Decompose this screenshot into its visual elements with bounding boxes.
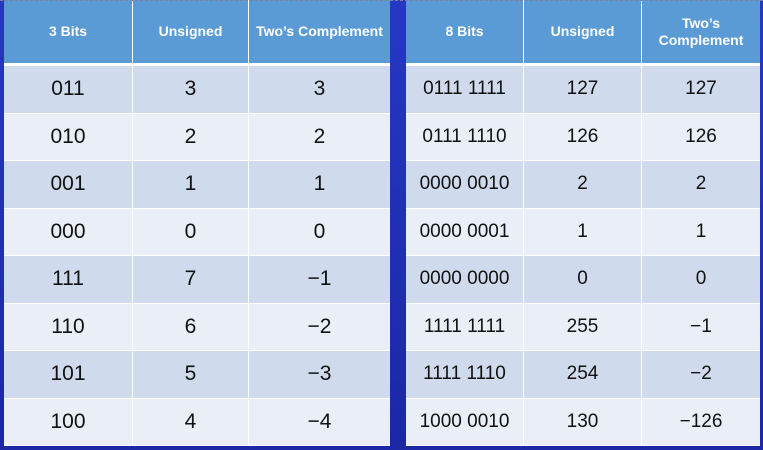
bits-cell: 111: [4, 256, 133, 304]
bits-cell: 1111 1111: [406, 303, 524, 351]
bits-cell: 000: [4, 208, 133, 256]
table-header-row: 8 Bits Unsigned Two’s Complement: [406, 0, 760, 66]
selection-border: [0, 0, 763, 1]
table-row: 000 0 0: [4, 208, 390, 256]
eight-bit-table: 8 Bits Unsigned Two’s Complement 0111 11…: [406, 0, 760, 446]
unsigned-cell: 4: [133, 398, 249, 446]
bits-cell: 0111 1110: [406, 113, 524, 161]
twos-complement-cell: 0: [642, 256, 760, 304]
bits-cell: 0000 0000: [406, 256, 524, 304]
twos-complement-cell: −2: [642, 351, 760, 399]
unsigned-cell: 0: [524, 256, 642, 304]
twos-complement-cell: −2: [249, 303, 390, 351]
twos-complement-cell: 1: [642, 208, 760, 256]
table-row: 001 1 1: [4, 161, 390, 209]
unsigned-cell: 254: [524, 351, 642, 399]
table-row: 110 6 −2: [4, 303, 390, 351]
header-bits: 3 Bits: [4, 0, 133, 66]
table-row: 0000 0000 0 0: [406, 256, 760, 304]
bits-cell: 0111 1111: [406, 66, 524, 114]
unsigned-cell: 130: [524, 398, 642, 446]
table-row: 111 7 −1: [4, 256, 390, 304]
bits-cell: 101: [4, 351, 133, 399]
unsigned-cell: 1: [133, 161, 249, 209]
twos-complement-cell: −3: [249, 351, 390, 399]
unsigned-cell: 2: [133, 113, 249, 161]
header-twos-complement: Two’s Complement: [249, 0, 390, 66]
unsigned-cell: 6: [133, 303, 249, 351]
unsigned-cell: 5: [133, 351, 249, 399]
bits-cell: 001: [4, 161, 133, 209]
header-twos-complement: Two’s Complement: [642, 0, 760, 66]
table-row: 1111 1110 254 −2: [406, 351, 760, 399]
twos-complement-cell: 3: [249, 66, 390, 114]
bits-cell: 0000 0001: [406, 208, 524, 256]
twos-complement-cell: −1: [642, 303, 760, 351]
bits-cell: 110: [4, 303, 133, 351]
unsigned-cell: 7: [133, 256, 249, 304]
table-row: 010 2 2: [4, 113, 390, 161]
unsigned-cell: 127: [524, 66, 642, 114]
unsigned-cell: 3: [133, 66, 249, 114]
table-row: 1000 0010 130 −126: [406, 398, 760, 446]
twos-complement-cell: 1: [249, 161, 390, 209]
bits-cell: 011: [4, 66, 133, 114]
twos-complement-cell: −1: [249, 256, 390, 304]
table-header-row: 3 Bits Unsigned Two’s Complement: [4, 0, 390, 66]
table-row: 0000 0010 2 2: [406, 161, 760, 209]
bits-cell: 1000 0010: [406, 398, 524, 446]
unsigned-cell: 255: [524, 303, 642, 351]
unsigned-cell: 0: [133, 208, 249, 256]
table-row: 0000 0001 1 1: [406, 208, 760, 256]
twos-complement-cell: 2: [249, 113, 390, 161]
twos-complement-cell: 127: [642, 66, 760, 114]
bits-cell: 0000 0010: [406, 161, 524, 209]
table-row: 100 4 −4: [4, 398, 390, 446]
bits-cell: 1111 1110: [406, 351, 524, 399]
twos-complement-cell: 2: [642, 161, 760, 209]
three-bit-table: 3 Bits Unsigned Two’s Complement 011 3 3…: [4, 0, 390, 446]
twos-complement-cell: 0: [249, 208, 390, 256]
header-unsigned: Unsigned: [133, 0, 249, 66]
table-row: 0111 1111 127 127: [406, 66, 760, 114]
table-row: 1111 1111 255 −1: [406, 303, 760, 351]
unsigned-cell: 126: [524, 113, 642, 161]
table-row: 011 3 3: [4, 66, 390, 114]
table-row: 101 5 −3: [4, 351, 390, 399]
header-bits: 8 Bits: [406, 0, 524, 66]
bits-cell: 100: [4, 398, 133, 446]
twos-complement-cell: 126: [642, 113, 760, 161]
bits-cell: 010: [4, 113, 133, 161]
table-row: 0111 1110 126 126: [406, 113, 760, 161]
unsigned-cell: 1: [524, 208, 642, 256]
twos-complement-cell: −126: [642, 398, 760, 446]
unsigned-cell: 2: [524, 161, 642, 209]
twos-complement-cell: −4: [249, 398, 390, 446]
header-unsigned: Unsigned: [524, 0, 642, 66]
